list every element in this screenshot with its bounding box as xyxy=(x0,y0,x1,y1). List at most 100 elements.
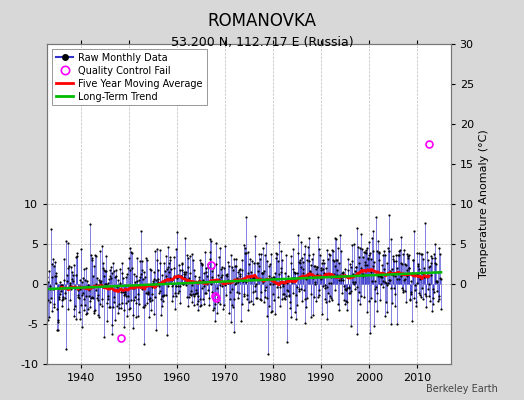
Point xyxy=(315,272,324,278)
Point xyxy=(371,298,379,304)
Point xyxy=(272,284,281,290)
Point xyxy=(157,303,166,309)
Point xyxy=(383,282,391,288)
Point xyxy=(407,291,415,298)
Point xyxy=(351,286,359,292)
Point xyxy=(248,274,256,280)
Point xyxy=(275,280,283,286)
Point xyxy=(376,297,385,303)
Point xyxy=(291,309,300,316)
Point xyxy=(256,288,265,295)
Point xyxy=(253,295,261,302)
Point xyxy=(184,275,193,281)
Point xyxy=(94,297,103,303)
Point xyxy=(171,293,180,300)
Point xyxy=(339,268,347,275)
Point xyxy=(101,280,110,287)
Point xyxy=(428,308,436,314)
Point xyxy=(220,265,228,272)
Point xyxy=(384,280,392,286)
Point xyxy=(415,250,423,256)
Point xyxy=(346,289,354,296)
Point xyxy=(178,266,186,273)
Point xyxy=(139,304,147,311)
Point xyxy=(432,278,441,284)
Point xyxy=(223,273,231,279)
Point xyxy=(205,302,213,308)
Point xyxy=(134,313,143,319)
Point xyxy=(371,278,379,284)
Point xyxy=(294,286,303,292)
Point xyxy=(140,274,149,280)
Point xyxy=(124,293,132,300)
Point xyxy=(294,250,302,256)
Point xyxy=(74,294,83,301)
Point xyxy=(114,310,123,316)
Point xyxy=(391,303,399,310)
Point xyxy=(305,268,314,274)
Point xyxy=(115,301,123,308)
Point xyxy=(257,250,265,257)
Point xyxy=(323,290,332,296)
Point xyxy=(312,270,321,277)
Point xyxy=(228,264,237,270)
Point xyxy=(200,270,209,276)
Point xyxy=(127,297,135,303)
Point xyxy=(319,266,327,272)
Point xyxy=(206,256,214,262)
Point xyxy=(308,256,316,263)
Point xyxy=(62,272,71,278)
Point xyxy=(173,272,182,278)
Point xyxy=(422,292,430,299)
Point xyxy=(354,296,363,303)
Point xyxy=(133,278,141,284)
Point xyxy=(342,307,351,313)
Point xyxy=(320,270,328,276)
Point xyxy=(264,351,272,357)
Point xyxy=(79,290,88,296)
Point xyxy=(213,285,221,291)
Point xyxy=(48,261,56,268)
Point xyxy=(323,247,331,254)
Point xyxy=(187,288,195,295)
Point xyxy=(215,253,223,260)
Point xyxy=(68,284,76,290)
Point xyxy=(278,296,286,302)
Point xyxy=(66,282,74,288)
Point xyxy=(98,296,106,302)
Point xyxy=(234,279,243,285)
Point xyxy=(250,283,259,290)
Point xyxy=(400,276,408,283)
Point xyxy=(201,290,209,296)
Point xyxy=(343,284,351,291)
Point xyxy=(430,250,439,257)
Point xyxy=(288,279,296,285)
Point xyxy=(230,296,238,302)
Point xyxy=(333,272,341,278)
Point xyxy=(59,296,67,303)
Point xyxy=(244,270,253,276)
Point xyxy=(86,298,94,304)
Point xyxy=(182,276,191,282)
Point xyxy=(390,258,398,265)
Point xyxy=(379,278,388,284)
Point xyxy=(271,280,279,286)
Point xyxy=(399,287,408,293)
Point xyxy=(54,319,62,325)
Point xyxy=(60,276,69,283)
Point xyxy=(118,275,127,282)
Point xyxy=(74,294,83,300)
Point xyxy=(151,282,160,289)
Point xyxy=(232,262,241,269)
Point xyxy=(239,290,248,297)
Point xyxy=(216,245,225,251)
Point xyxy=(246,256,254,262)
Point xyxy=(120,307,128,313)
Point xyxy=(70,262,78,268)
Point xyxy=(427,260,435,266)
Point xyxy=(279,283,287,290)
Point xyxy=(405,252,413,258)
Point xyxy=(344,267,352,274)
Point xyxy=(151,248,159,254)
Point xyxy=(269,274,277,280)
